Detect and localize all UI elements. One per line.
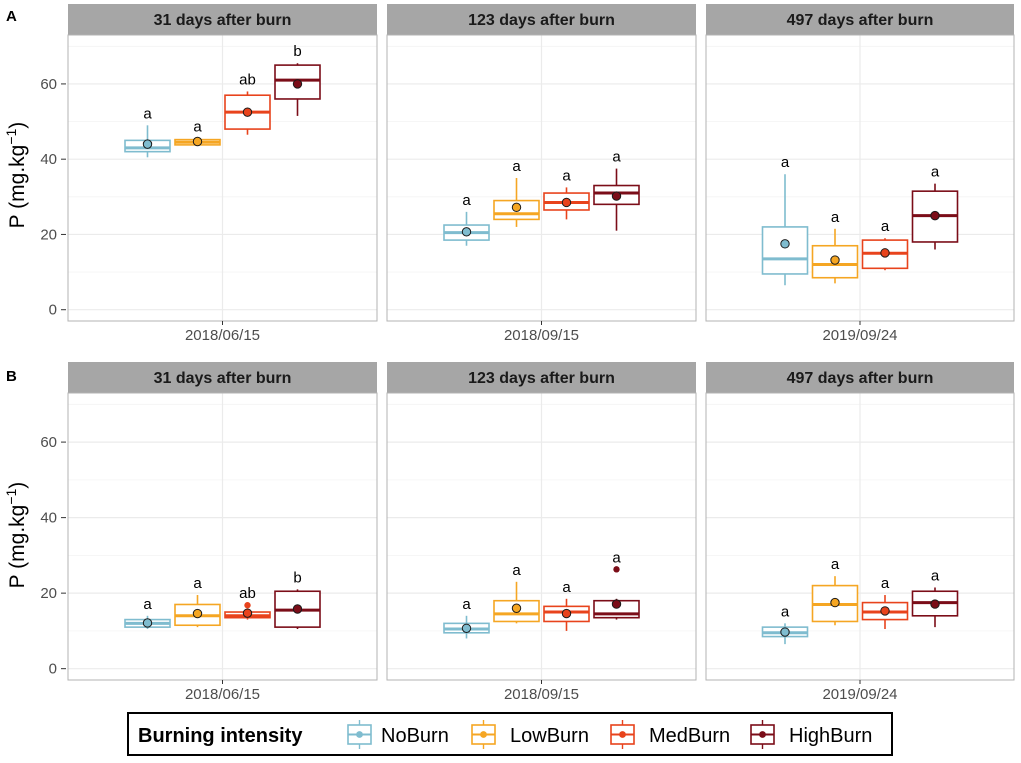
box-lowburn-letter: a xyxy=(831,209,840,226)
box-highburn-mean xyxy=(611,599,622,609)
legend-key-medburn-mean xyxy=(619,731,626,738)
box-highburn-mean xyxy=(930,599,940,609)
facet-strip xyxy=(68,362,377,393)
legend-key-highburn-mean xyxy=(759,731,766,738)
box-medburn-mean xyxy=(242,608,253,618)
y-tick-label-40: 40 xyxy=(40,151,57,168)
box-noburn-mean xyxy=(142,139,153,149)
y-axis-title-A: P (mg.kg−1) xyxy=(3,122,29,229)
box-medburn-mean xyxy=(561,197,572,208)
y-axis-title-base: P (mg.kg xyxy=(6,145,29,229)
y-tick-label-20: 20 xyxy=(40,226,57,243)
box-lowburn-mean xyxy=(511,202,522,213)
facet-strip xyxy=(706,4,1014,35)
box-noburn-mean xyxy=(780,239,790,249)
box-noburn-mean xyxy=(461,227,472,237)
y-tick-label-40: 40 xyxy=(40,510,57,527)
box-highburn-letter: a xyxy=(612,149,621,166)
y-axis-title-B: P (mg.kg−1) xyxy=(3,482,29,589)
box-lowburn-mean xyxy=(511,603,522,613)
y-axis-title-close: ) xyxy=(6,482,29,489)
box-medburn-letter: ab xyxy=(239,71,256,88)
box-highburn-letter: a xyxy=(612,549,621,566)
box-medburn-letter: a xyxy=(881,218,890,235)
box-lowburn-letter: a xyxy=(512,562,521,579)
box-noburn-mean xyxy=(142,618,153,628)
box-medburn-mean xyxy=(880,248,890,258)
box-medburn-mean xyxy=(242,107,253,117)
y-tick-label-60: 60 xyxy=(40,76,57,93)
box-lowburn-mean xyxy=(192,136,203,147)
box-noburn-letter: a xyxy=(143,596,152,613)
box-lowburn-letter: a xyxy=(831,556,840,573)
box-highburn-letter: b xyxy=(293,569,301,586)
facet-strip xyxy=(68,4,377,35)
box-highburn-letter: a xyxy=(931,164,940,181)
box-medburn-mean xyxy=(561,608,572,619)
legend-label-medburn: MedBurn xyxy=(649,725,730,747)
box-medburn-letter: ab xyxy=(239,585,256,602)
x-tick-label: 2019/09/24 xyxy=(822,686,897,703)
box-noburn-mean xyxy=(461,623,472,633)
legend-key-noburn-mean xyxy=(356,731,363,738)
box-highburn-mean xyxy=(930,210,940,221)
box-lowburn-letter: a xyxy=(193,575,202,592)
box-noburn-letter: a xyxy=(781,603,790,620)
y-axis-title-base: P (mg.kg xyxy=(6,505,29,589)
x-tick-label: 2018/09/15 xyxy=(504,327,579,344)
box-highburn-letter: b xyxy=(293,43,301,60)
legend-key-lowburn-mean xyxy=(480,731,487,738)
box-medburn-letter: a xyxy=(562,579,571,596)
legend-label-lowburn: LowBurn xyxy=(510,725,589,747)
box-medburn-mean xyxy=(880,606,890,616)
y-tick-label-60: 60 xyxy=(40,434,57,451)
box-highburn-outlier xyxy=(613,566,620,573)
box-highburn-mean xyxy=(611,191,622,201)
box-noburn-letter: a xyxy=(143,105,152,122)
box-lowburn-letter: a xyxy=(193,118,202,135)
box-lowburn-mean xyxy=(830,255,840,265)
facet-strip xyxy=(387,4,696,35)
facet-strip xyxy=(706,362,1014,393)
box-noburn-letter: a xyxy=(462,192,471,209)
box-medburn-outlier xyxy=(244,602,251,609)
facet-strip-title: 497 days after burn xyxy=(787,12,934,29)
x-tick-label: 2018/09/15 xyxy=(504,686,579,703)
box-noburn-letter: a xyxy=(462,596,471,613)
box-medburn-letter: a xyxy=(881,575,890,592)
y-tick-label-0: 0 xyxy=(49,661,57,678)
facet-strip-title: 31 days after burn xyxy=(154,12,292,29)
x-tick-label: 2018/06/15 xyxy=(185,686,260,703)
box-highburn-mean xyxy=(292,79,303,89)
legend-label-highburn: HighBurn xyxy=(789,725,872,747)
legend-title: Burning intensity xyxy=(138,725,303,747)
y-axis-title-exponent: −1 xyxy=(3,488,19,504)
facet-strip-title: 123 days after burn xyxy=(468,12,615,29)
x-tick-label: 2019/09/24 xyxy=(822,327,897,344)
x-tick-label: 2018/06/15 xyxy=(185,327,260,344)
panel-label-B: B xyxy=(6,368,17,385)
box-highburn-mean xyxy=(292,604,303,614)
facet-strip-title: 31 days after burn xyxy=(154,370,292,387)
panel-label-A: A xyxy=(6,8,17,25)
box-lowburn-mean xyxy=(192,608,203,619)
y-axis-title-close: ) xyxy=(6,122,29,129)
box-noburn-letter: a xyxy=(781,154,790,171)
legend-label-noburn: NoBurn xyxy=(381,725,449,747)
box-highburn-letter: a xyxy=(931,567,940,584)
box-lowburn-letter: a xyxy=(512,158,521,175)
box-noburn-iqr xyxy=(761,226,809,275)
box-noburn-mean xyxy=(780,627,790,637)
y-tick-label-0: 0 xyxy=(49,302,57,319)
box-medburn-letter: a xyxy=(562,167,571,184)
y-tick-label-20: 20 xyxy=(40,585,57,602)
facet-strip-title: 497 days after burn xyxy=(787,370,934,387)
y-axis-title-exponent: −1 xyxy=(3,128,19,144)
facet-strip xyxy=(387,362,696,393)
box-lowburn-mean xyxy=(830,597,840,608)
facet-strip-title: 123 days after burn xyxy=(468,370,615,387)
